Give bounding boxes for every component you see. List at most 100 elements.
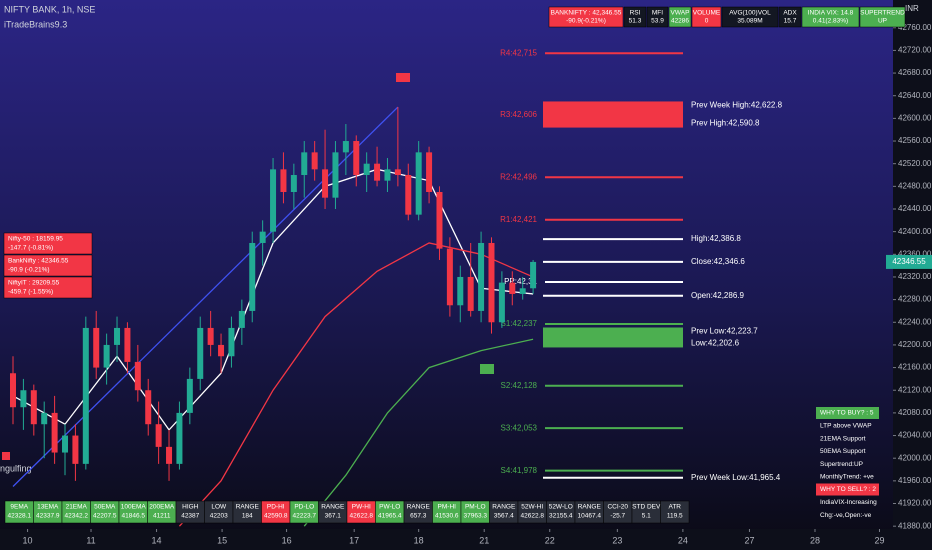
currency: INR [905,4,919,13]
info-label: VOLUME [693,10,721,17]
stat-value: 3567.4 [494,513,514,520]
indicator-line [178,242,534,527]
candle-body [446,248,453,306]
candle-body [10,373,17,408]
info-cell [646,6,669,28]
last-price-label: 42346.55 [892,257,926,266]
stat-value: 41846.5 [122,513,146,520]
sell-title-bg [816,483,879,496]
candle-body [311,152,318,170]
stat-value: 41965.4 [378,513,402,520]
stat-value: 42622.8 [350,513,374,520]
info-label: BANKNIFTY : 42,346.55 [551,10,622,17]
stat-value: 42207.5 [93,513,117,520]
info-label: VWAP [671,10,690,17]
info-label: RSI [630,10,641,17]
info-cell [859,6,906,28]
pivot-label: R2:42,496 [500,172,537,181]
candle-body [62,435,69,453]
index-value: -90.9 (-0.21%) [8,267,50,274]
info-label: INDIA VIX: 14.8 [808,10,854,17]
candle-body [498,282,505,323]
candle-body [322,169,329,198]
index-label: BankNifty : 42346.55 [8,258,69,265]
stat-label: 100EMA [121,504,147,511]
stat-label: 200EMA [149,504,175,511]
pivot-label: S2:42,128 [501,381,538,390]
stat-value: 42223.7 [293,513,317,520]
y-tick-label: 42080.00 [898,408,932,417]
x-tick-label: 21 [479,535,489,545]
index-label: Nifty-50 : 18159.95 [8,236,63,243]
candle-body [51,412,58,453]
candle-body [374,163,381,181]
indicator-line [303,338,534,527]
candle-body [134,361,141,391]
indicator-name: iTradeBrains9.3 [4,19,67,29]
stat-label: 13EMA [37,504,59,511]
x-tick-label: 16 [282,535,292,545]
info-value: 42286 [671,18,689,25]
y-tick-label: 42160.00 [898,363,932,372]
stat-cell [660,500,690,524]
x-tick-label: 23 [612,535,622,545]
stat-label: RANGE [407,504,431,511]
y-tick-label: 42560.00 [898,136,932,145]
stat-label: HIGH [182,504,199,511]
sell-marker [396,73,410,82]
candle-body [249,242,256,311]
buy-reason: Supertrend:UP [820,461,863,468]
x-tick-label: 11 [86,535,95,545]
candle-body [457,276,464,306]
stat-value: 37963.3 [464,513,488,520]
stat-value: -25.7 [610,513,625,520]
stat-label: PM-LO [465,504,486,511]
y-tick-label: 42520.00 [898,159,932,168]
stat-label: PD-HI [267,504,285,511]
candle-body [207,327,214,345]
stat-value: 119.5 [667,513,683,520]
stat-label: CCI-20 [607,504,628,511]
buy-title: WHY TO BUY? : 5 [820,410,874,417]
y-tick-label: 42240.00 [898,317,932,326]
candle-body [218,344,225,357]
stat-value: 42342.2 [65,513,89,520]
candle-body [103,344,110,368]
buy-reason: LTP above VWAP [820,423,872,430]
stat-label: 21EMA [66,504,88,511]
pattern-label: Engulfing [0,463,32,473]
stat-value: 42387 [181,513,199,520]
stat-value: 657.3 [410,513,427,520]
candle-body [405,175,412,215]
buy-title-bg [816,407,879,419]
y-tick-label: 42600.00 [898,113,932,122]
stat-value: 42337.9 [36,513,60,520]
info-value: 15.7 [784,18,797,25]
buy-reason: 50EMA Support [820,448,866,455]
candle-body [467,276,474,311]
candle-body [176,412,183,464]
y-tick-label: 41880.00 [898,521,932,530]
candle-body [114,327,121,345]
pivot-label: S3:42,053 [501,423,538,432]
index-value: -147.7 (-0.81%) [8,245,53,252]
candle-body [155,424,162,447]
price-axis-bg [893,0,932,550]
candle-body [259,231,266,243]
pivot-label: S1:42,237 [501,319,538,328]
candle-body [332,152,339,198]
info-cell [548,6,624,28]
stat-label: RANGE [492,504,516,511]
stat-label: RANGE [236,504,260,511]
x-tick-label: 24 [678,535,688,545]
stat-value: 41211 [153,513,171,520]
info-label: MFI [652,10,663,17]
x-tick-label: 27 [744,535,754,545]
info-cell [691,6,722,28]
candle-body [415,152,422,215]
y-tick-label: 42320.00 [898,272,932,281]
level-label: Open:42,286.9 [691,291,744,300]
pivot-label: R1:42,421 [500,215,537,224]
stat-label: RANGE [578,504,602,511]
